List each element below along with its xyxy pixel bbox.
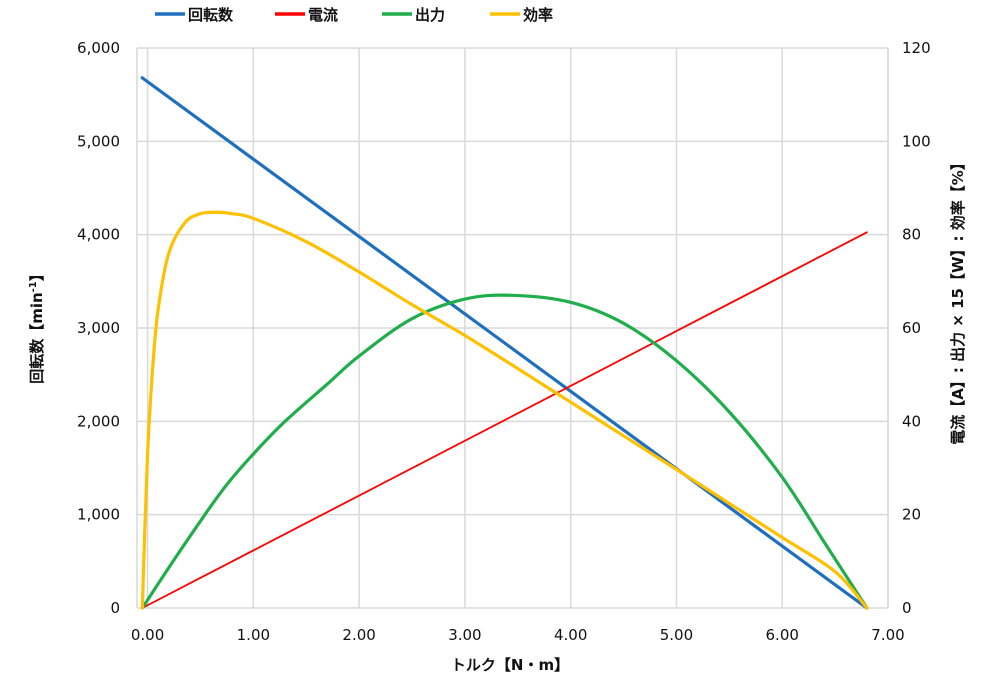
- series-line-3: [140, 210, 869, 610]
- y-left-tick-label: 5,000: [77, 132, 120, 150]
- series-lines: [140, 76, 869, 610]
- legend-label: 出力: [415, 6, 445, 24]
- x-tick-label: 6.00: [766, 626, 799, 644]
- series-line-1: [141, 231, 868, 609]
- x-axis-title: トルク【N・m】: [451, 656, 569, 674]
- x-tick-label: 0.00: [131, 626, 164, 644]
- tick-labels: 0 1,000 2,000 3,000 4,000 5,000 6,000 0 20 40 60 80…: [77, 39, 931, 644]
- y-left-tick-label: 0: [110, 599, 120, 617]
- legend-label: 電流: [308, 6, 338, 24]
- y-left-tick-label: 1,000: [77, 506, 120, 524]
- x-tick-label: 2.00: [342, 626, 375, 644]
- y-right-tick-label: 60: [902, 319, 921, 337]
- series-line-0: [140, 76, 869, 610]
- x-tick-label: 5.00: [660, 626, 693, 644]
- y-left-tick-label: 6,000: [77, 39, 120, 57]
- y-left-tick-label: 2,000: [77, 412, 120, 430]
- y-left-tick-label: 3,000: [77, 319, 120, 337]
- y-right-tick-label: 120: [902, 39, 931, 57]
- series-line-2: [140, 293, 869, 610]
- y-left-axis-title: 回転数【min-1】: [28, 266, 46, 384]
- x-tick-label: 3.00: [448, 626, 481, 644]
- y-right-tick-label: 0: [902, 599, 912, 617]
- y-left-tick-label: 4,000: [77, 226, 120, 244]
- y-left-axis-title-close: 】: [28, 266, 46, 281]
- y-right-tick-label: 80: [902, 226, 921, 244]
- legend-label: 回転数: [188, 6, 234, 24]
- x-tick-label: 4.00: [554, 626, 587, 644]
- y-left-axis-title-main: 回転数【min: [28, 292, 46, 383]
- grid-lines: [136, 47, 889, 609]
- y-right-tick-label: 40: [902, 412, 921, 430]
- legend: 回転数 電流 出力 効率: [155, 6, 553, 24]
- legend-label: 効率: [523, 6, 553, 24]
- y-right-tick-label: 100: [902, 132, 931, 150]
- y-right-tick-label: 20: [902, 506, 921, 524]
- y-left-axis-title-superscript: -1: [28, 281, 39, 292]
- x-tick-label: 1.00: [237, 626, 270, 644]
- x-tick-label: 7.00: [871, 626, 904, 644]
- y-right-axis-title: 電流【A】: 出力 × 15【W】: 効率【%】: [949, 155, 967, 445]
